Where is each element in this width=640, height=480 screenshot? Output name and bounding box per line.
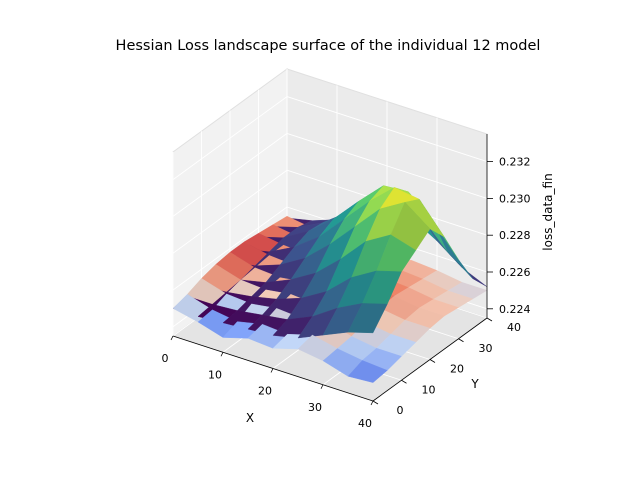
- x-tick-label: 10: [208, 368, 222, 381]
- z-axis-label: loss_data_fin: [541, 173, 555, 250]
- back-gridline-z: [286, 96, 488, 163]
- x-tick-label: 0: [162, 352, 169, 365]
- surface-facet: [347, 360, 388, 383]
- x-tick: [220, 352, 224, 357]
- x-tick-label: 30: [308, 401, 322, 414]
- x-tick-label: 40: [358, 417, 372, 430]
- y-tick-label: 20: [450, 363, 464, 376]
- y-axis-label: Y: [470, 377, 479, 391]
- y-tick: [401, 379, 407, 384]
- y-tick-label: 30: [479, 342, 493, 355]
- left-gridline-z: [172, 169, 288, 254]
- y-tick-label: 0: [397, 404, 404, 417]
- z-tick-label: 0.232: [499, 156, 531, 169]
- back-gridline-z: [286, 132, 488, 199]
- x-tick: [270, 368, 274, 373]
- y-tick: [458, 338, 464, 343]
- z-tick-label: 0.228: [499, 229, 531, 242]
- y-tick: [486, 317, 493, 322]
- left-gridline-z: [172, 206, 288, 291]
- left-gridline-z: [172, 133, 288, 217]
- y-tick: [372, 400, 379, 405]
- z-tick-label: 0.224: [499, 303, 531, 316]
- x-axis-label: X: [246, 411, 254, 425]
- y-tick-label: 40: [507, 321, 521, 334]
- z-tick-label: 0.230: [499, 192, 531, 205]
- surface-facet: [347, 303, 388, 334]
- x-tick-label: 20: [258, 385, 272, 398]
- y-tick: [429, 359, 436, 363]
- z-tick-label: 0.226: [499, 266, 531, 279]
- y-tick-label: 10: [422, 383, 436, 396]
- x-tick: [320, 384, 324, 389]
- x-tick: [370, 400, 374, 406]
- chart-title: Hessian Loss landscape surface of the in…: [116, 38, 541, 54]
- left-gridline-z: [172, 96, 288, 180]
- x-tick: [170, 335, 174, 341]
